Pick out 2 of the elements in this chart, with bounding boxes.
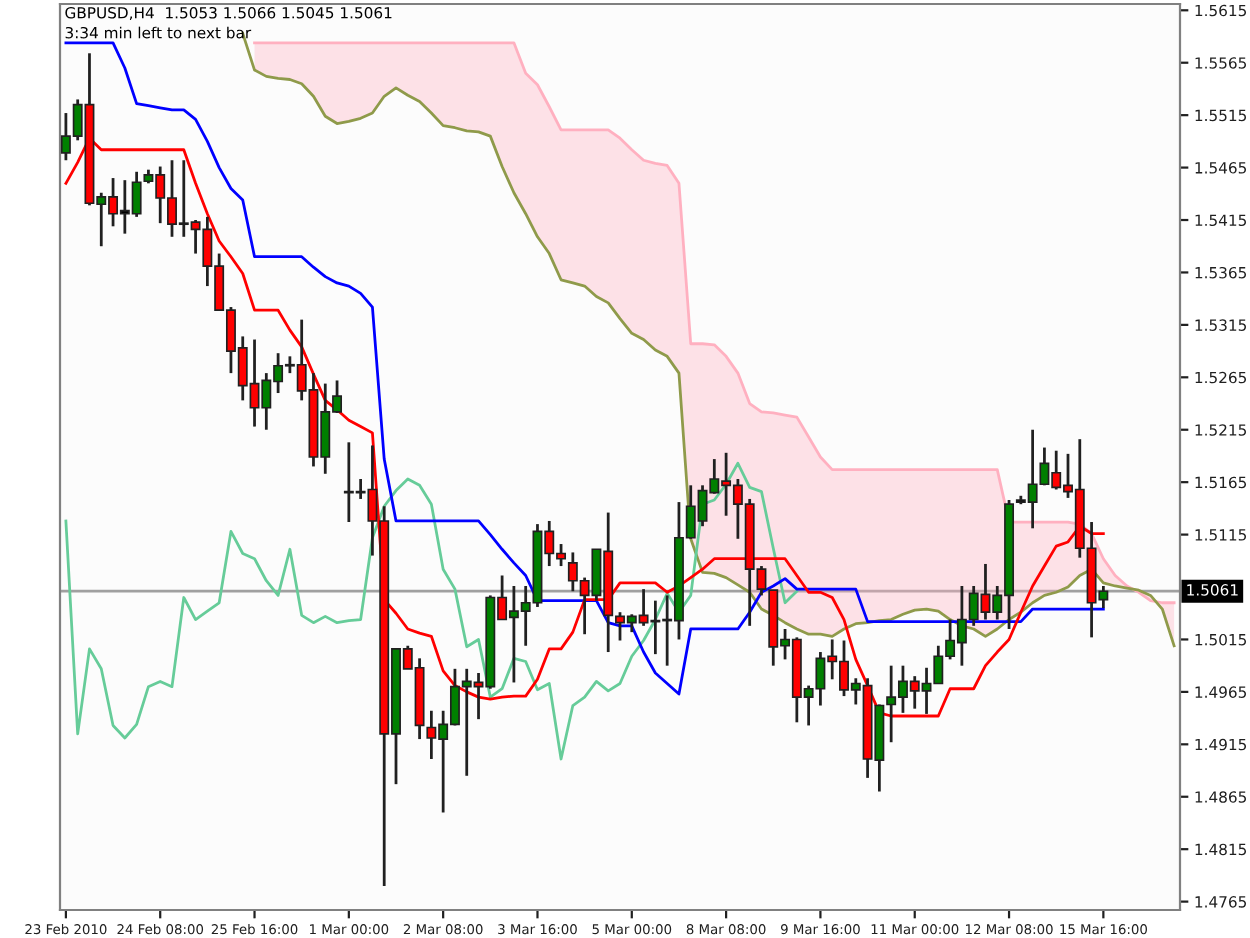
- line-series: [64, 41, 1105, 696]
- line-series: [64, 461, 799, 761]
